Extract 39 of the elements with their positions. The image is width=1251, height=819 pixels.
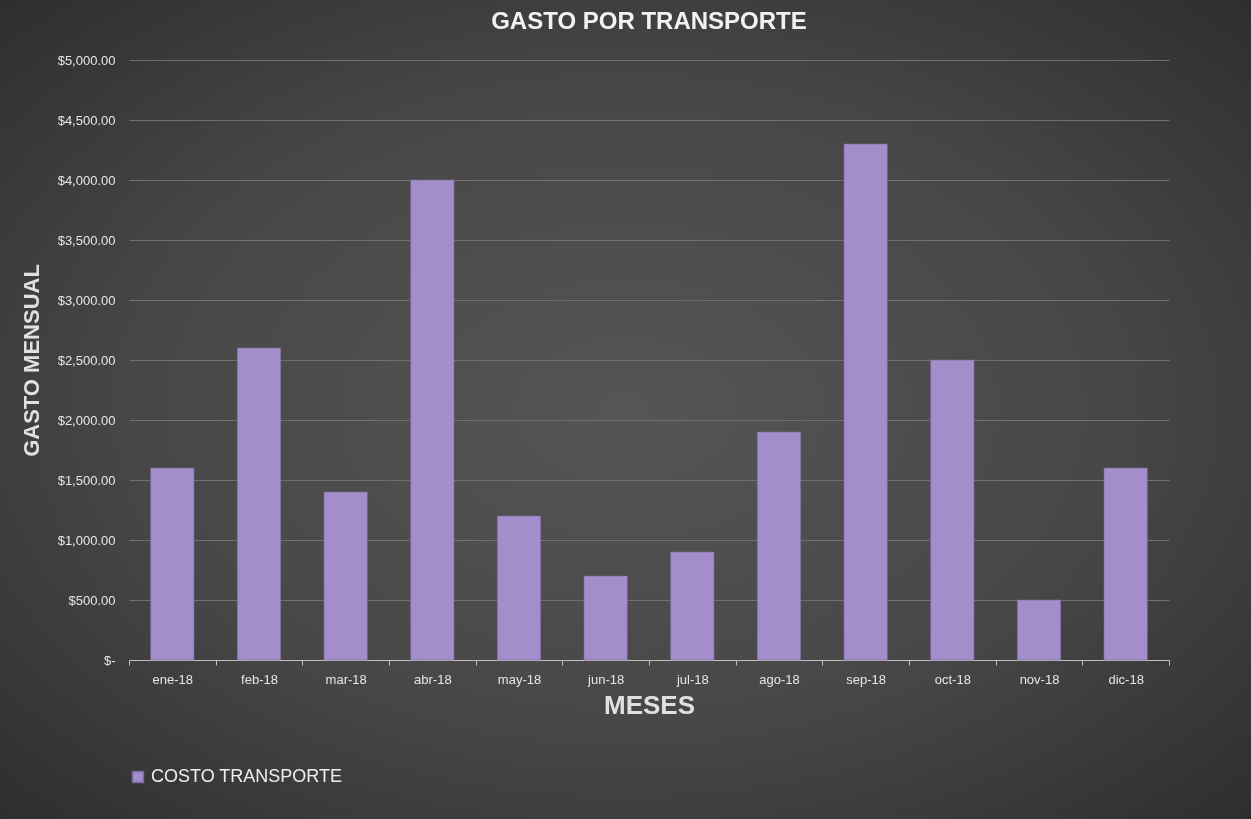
y-tick-label: $2,000.00 [57,412,116,428]
x-tick-label: mar-18 [325,671,367,687]
y-tick-label: $3,500.00 [57,232,116,248]
y-tick-label: $3,000.00 [57,292,116,308]
x-axis-title: MESES [603,689,696,720]
x-tick-label: oct-18 [934,671,971,687]
x-tick-label: ago-18 [759,671,800,687]
bar [930,359,975,661]
bar [1017,599,1061,661]
x-tick-label: feb-18 [241,671,278,687]
x-tick-label: nov-18 [1019,671,1060,687]
x-tick-label: sep-18 [846,671,887,687]
x-tick-label: jun-18 [587,671,625,687]
bar [497,515,541,661]
bar [237,347,281,661]
bar [150,467,195,661]
x-tick-label: ene-18 [152,671,194,687]
y-tick-label: $2,500.00 [57,352,116,368]
bar [757,431,801,661]
bar [583,575,628,661]
bar [1103,467,1148,661]
bar [323,491,368,661]
bar [410,179,455,661]
y-tick-label: $1,000.00 [57,532,116,548]
y-tick-label: $4,000.00 [57,172,116,188]
bar [843,143,888,661]
y-axis-title: GASTO MENSUAL [18,264,44,457]
chart-title: GASTO POR TRANSPORTE [491,7,807,34]
y-tick-label: $1,500.00 [57,472,116,488]
x-tick-label: jul-18 [675,671,709,687]
x-tick-label: may-18 [497,671,542,687]
bar [670,551,715,661]
y-tick-label: $- [103,652,116,668]
x-tick-label: dic-18 [1108,671,1144,687]
legend-label: COSTO TRANSPORTE [151,766,343,786]
x-tick-label: abr-18 [414,671,452,687]
y-tick-label: $500.00 [68,592,116,608]
y-tick-label: $4,500.00 [57,112,116,128]
y-tick-label: $5,000.00 [57,52,116,68]
